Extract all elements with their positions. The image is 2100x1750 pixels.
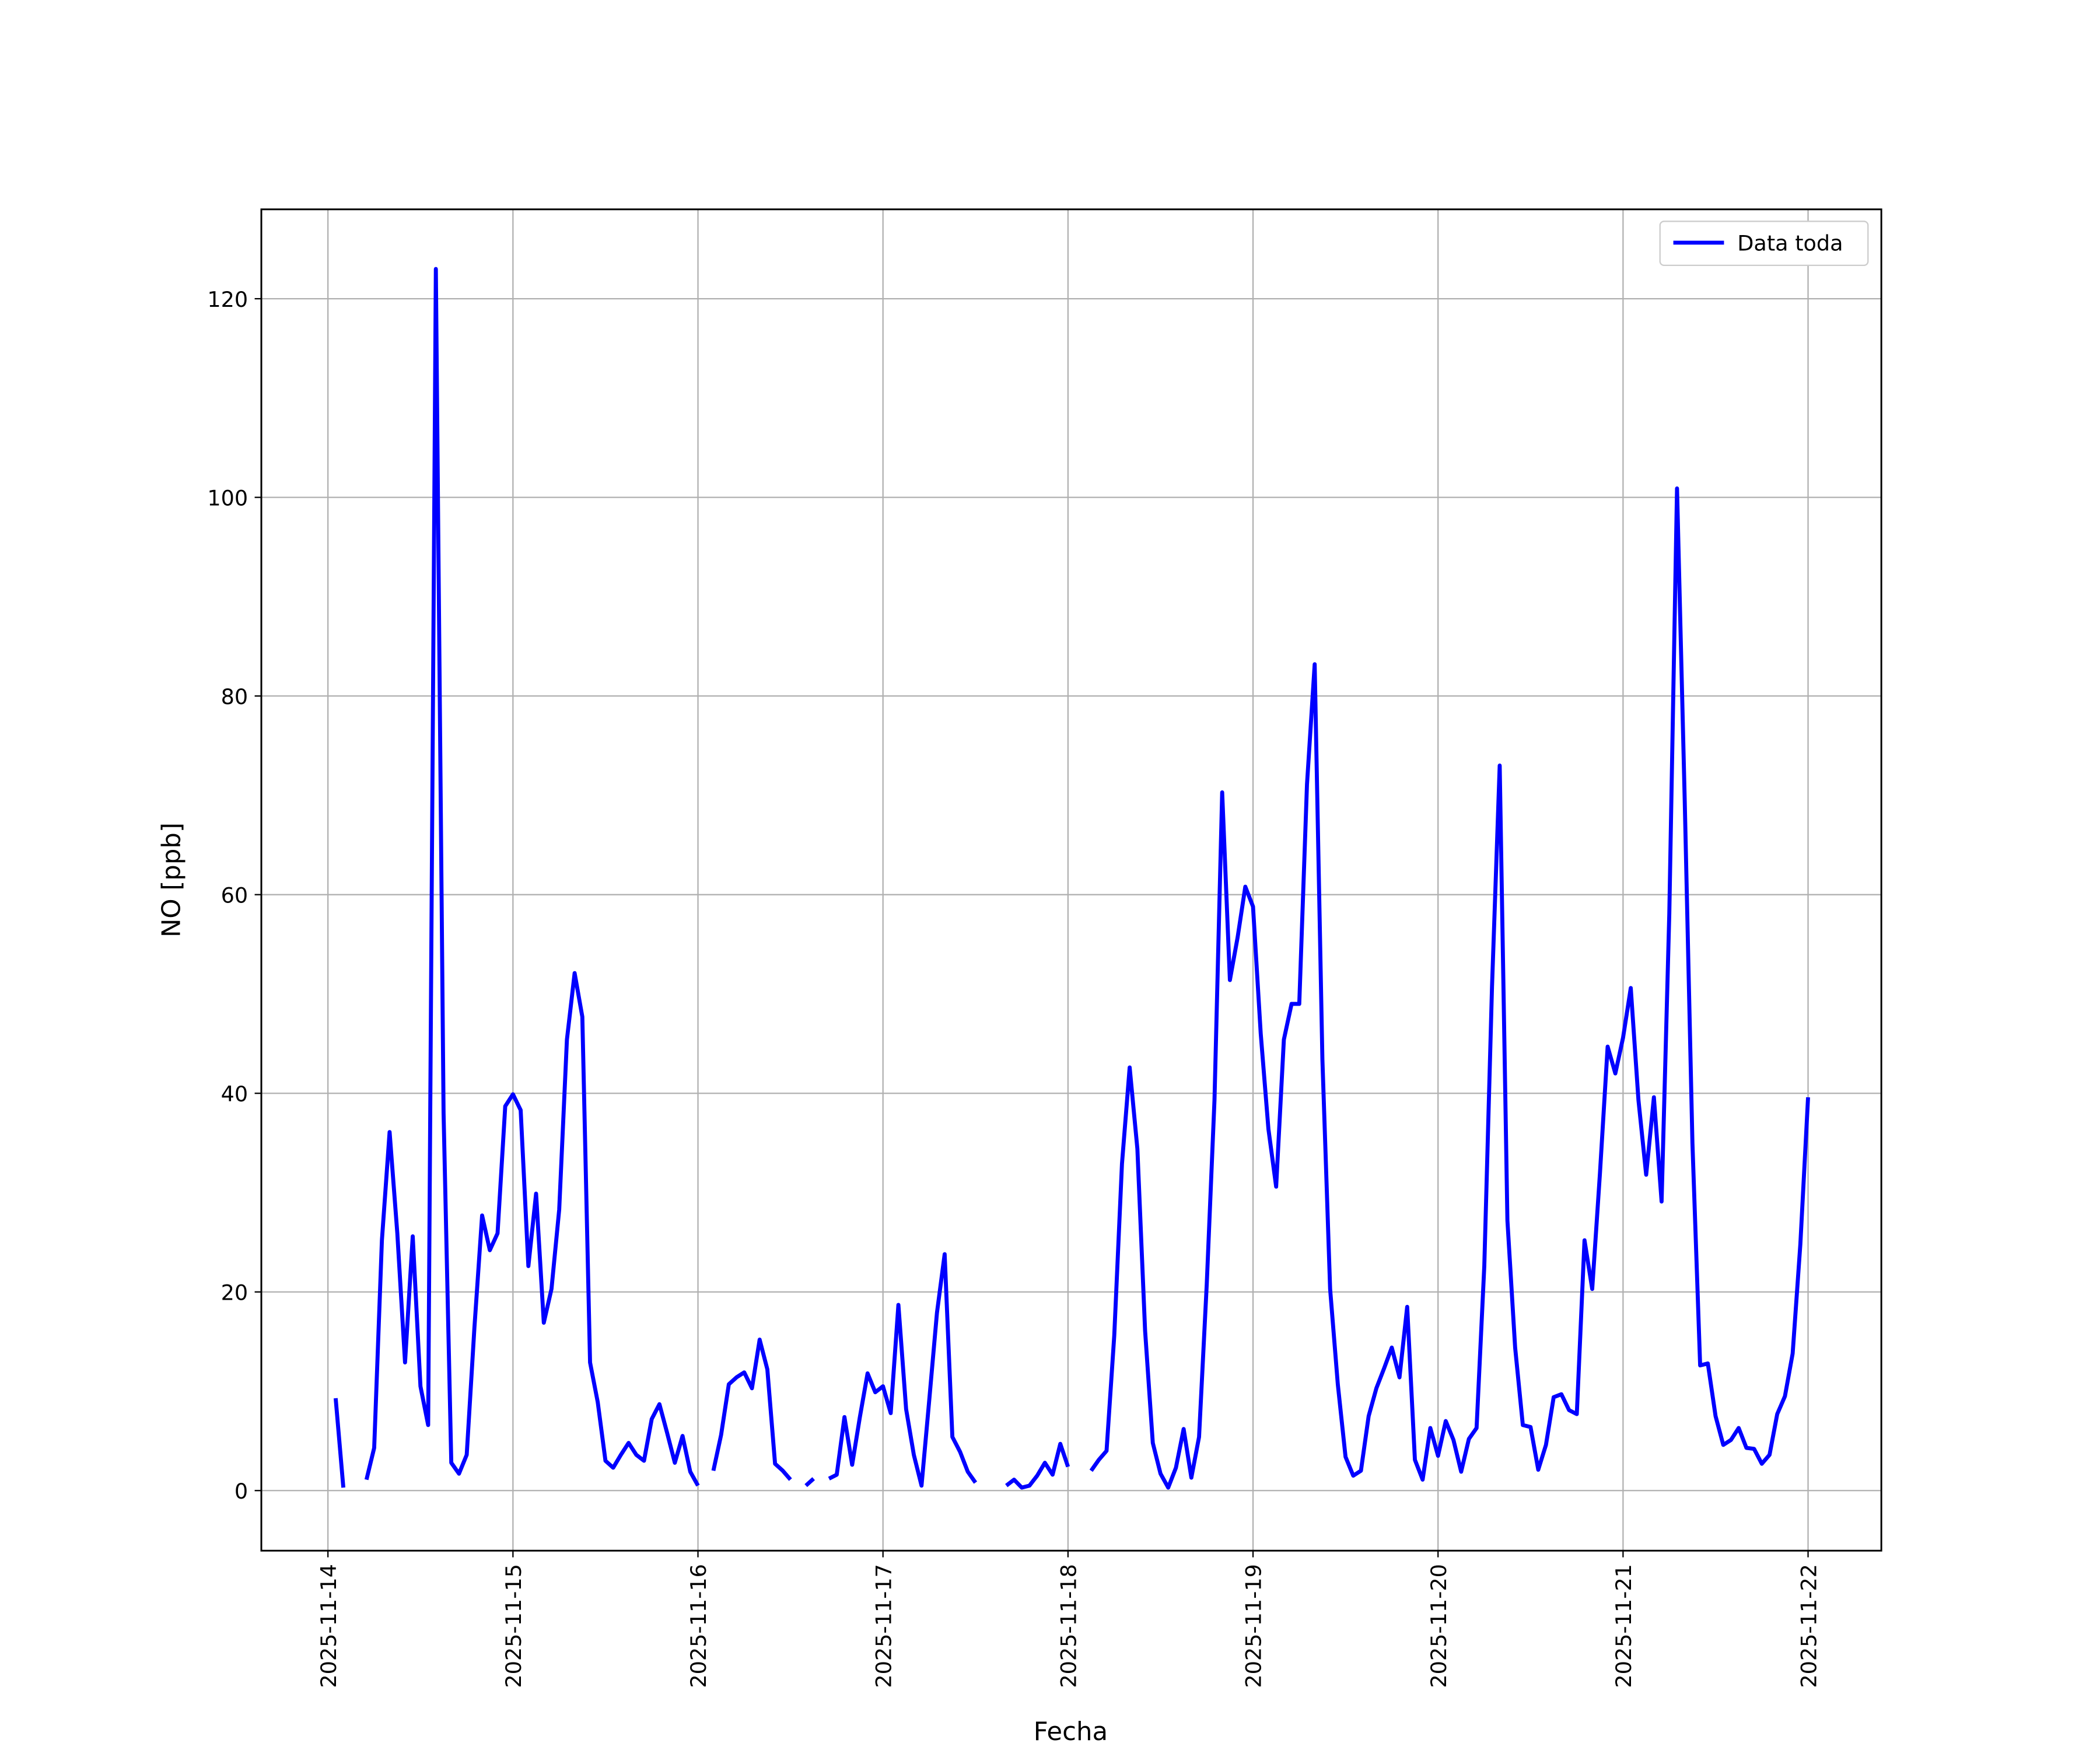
legend-label: Data toda [1737, 231, 1843, 256]
legend-box [1659, 220, 1869, 266]
x-tick-label: 2025-11-15 [501, 1564, 526, 1688]
x-tick-label: 2025-11-21 [1611, 1564, 1636, 1688]
y-tick-label: 0 [235, 1479, 248, 1504]
y-tick-label: 100 [207, 485, 248, 510]
x-tick-label: 2025-11-16 [686, 1564, 711, 1688]
y-tick-label: 80 [221, 684, 249, 709]
x-tick-label: 2025-11-18 [1056, 1564, 1082, 1688]
y-tick-label: 60 [221, 883, 249, 908]
plot-frame [260, 208, 1882, 1552]
y-tick-label: 20 [221, 1280, 249, 1305]
y-axis-label: NO [ppb] [158, 822, 187, 937]
x-tick-label: 2025-11-17 [871, 1564, 896, 1688]
x-tick-label: 2025-11-20 [1426, 1564, 1451, 1688]
y-tick-label: 40 [221, 1082, 249, 1107]
y-tick-label: 120 [207, 287, 248, 312]
x-tick-label: 2025-11-19 [1241, 1564, 1266, 1688]
data-line [333, 267, 1810, 1490]
x-tick-label: 2025-11-14 [316, 1564, 341, 1688]
x-tick-label: 2025-11-22 [1796, 1564, 1821, 1688]
x-axis-label: Fecha [1034, 1717, 1108, 1746]
